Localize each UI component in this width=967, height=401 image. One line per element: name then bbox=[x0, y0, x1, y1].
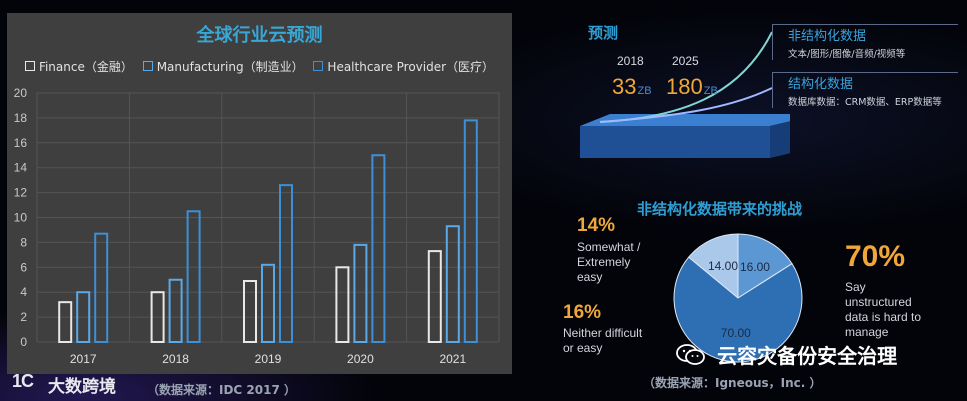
data-type-unstructured-desc: 文本/图形/图像/音频/视频等 bbox=[788, 49, 906, 60]
challenge-pie-chart: 14.00 16.00 70.00 bbox=[673, 233, 803, 363]
y-tick-label: 0 bbox=[20, 335, 27, 349]
stat-easy-line-3: easy bbox=[577, 270, 603, 284]
bar-2020-series-2 bbox=[371, 154, 386, 343]
chart-grid bbox=[36, 92, 500, 343]
legend-swatch-finance bbox=[24, 61, 35, 71]
bar-2019-series-1 bbox=[261, 263, 275, 343]
stat-neither-line-2: or easy bbox=[563, 341, 603, 355]
y-tick-label: 6 bbox=[20, 260, 27, 274]
pie-slice-1 bbox=[737, 233, 793, 299]
stat-easy-desc: Somewhat / Extremely easy bbox=[577, 240, 640, 285]
forecast-value-2025: 180ZB bbox=[666, 74, 718, 100]
source-note-igneous: （数据来源：Igneous，Inc. ） bbox=[643, 376, 822, 390]
legend-item-healthcare: Healthcare Provider（医疗） bbox=[313, 58, 494, 75]
forecast-year-2018: 2018 bbox=[617, 54, 644, 68]
stat-hard-line-2: unstructured bbox=[845, 295, 912, 309]
legend-swatch-manufacturing bbox=[142, 61, 153, 71]
pie-slice-0 bbox=[673, 256, 803, 363]
chart-labels: 0 2 4 6 8 10 12 14 16 18 20 2017 2018 2019 2020 2021 bbox=[14, 86, 467, 366]
data-type-unstructured-title: 非结构化数据 bbox=[788, 29, 867, 44]
pie-slice-2 bbox=[687, 233, 739, 300]
chart-title: 全球行业云预测 bbox=[196, 25, 323, 46]
pie-data-label: 16.00 bbox=[740, 260, 770, 274]
x-tick-label: 2020 bbox=[347, 352, 374, 366]
y-tick-label: 4 bbox=[20, 285, 27, 299]
forecast-value-2018-number: 33 bbox=[612, 74, 637, 99]
x-tick-label: 2021 bbox=[439, 352, 466, 366]
pie-data-label: 14.00 bbox=[708, 259, 738, 273]
bar-2019-series-0 bbox=[243, 279, 257, 343]
forecast-value-2025-unit: ZB bbox=[703, 85, 718, 97]
pie-data-label: 70.00 bbox=[721, 326, 751, 340]
bar-2018-series-0 bbox=[150, 291, 165, 344]
stat-hard-pct: 70% bbox=[845, 240, 906, 273]
bar-2017-series-2 bbox=[94, 232, 109, 343]
bar-2021-series-0 bbox=[427, 250, 442, 344]
platform-top bbox=[580, 114, 790, 126]
stat-neither-desc: Neither difficult or easy bbox=[563, 326, 642, 356]
data-type-unstructured: 非结构化数据 文本/图形/图像/音频/视频等 bbox=[772, 24, 958, 60]
data-type-structured-title: 结构化数据 bbox=[788, 77, 854, 92]
legend-item-manufacturing: Manufacturing（制造业） bbox=[142, 58, 304, 75]
structured-growth-curve bbox=[599, 87, 773, 123]
data-type-structured: 结构化数据 数据库数据：CRM数据、ERP数据等 bbox=[772, 72, 958, 108]
bar-2020-series-0 bbox=[335, 266, 350, 343]
stat-neither-pct: 16% bbox=[563, 302, 602, 323]
forecast-value-2025-number: 180 bbox=[666, 74, 703, 99]
bar-2021-series-1 bbox=[445, 225, 460, 343]
y-tick-label: 2 bbox=[20, 310, 27, 324]
bar-2017-series-1 bbox=[76, 291, 91, 344]
bar-2018-series-1 bbox=[168, 278, 183, 343]
chart-legend: Finance（金融） Manufacturing（制造业） Healthcar… bbox=[7, 58, 512, 75]
forecast-year-2025: 2025 bbox=[672, 54, 699, 68]
y-tick-label: 20 bbox=[14, 86, 28, 100]
bar-chart: 0 2 4 6 8 10 12 14 16 18 20 2017 2018 2019 2020 2021 bbox=[14, 86, 500, 366]
bar-2018-series-2 bbox=[186, 210, 201, 343]
x-tick-label: 2019 bbox=[255, 352, 282, 366]
logo-text: 大数跨境 bbox=[48, 377, 116, 397]
stat-hard-desc: Say unstructured data is hard to manage bbox=[845, 280, 955, 340]
x-tick-label: 2018 bbox=[162, 352, 189, 366]
y-tick-label: 10 bbox=[14, 211, 28, 225]
bar-chart-panel: 0 2 4 6 8 10 12 14 16 18 20 2017 2018 2019 2020 2021 全球… bbox=[7, 13, 512, 374]
forecast-value-2018: 33ZB bbox=[612, 74, 652, 100]
logo-mark: 1C bbox=[12, 371, 34, 391]
source-note-idc: （数据来源：IDC 2017 ） bbox=[147, 383, 296, 397]
data-type-structured-desc: 数据库数据：CRM数据、ERP数据等 bbox=[788, 97, 942, 108]
legend-label-finance: Finance（金融） bbox=[38, 60, 133, 74]
forecast-value-2018-unit: ZB bbox=[637, 85, 652, 97]
stat-hard-line-1: Say bbox=[845, 280, 866, 294]
stat-neither-line-1: Neither difficult bbox=[563, 326, 643, 340]
x-tick-label: 2017 bbox=[70, 352, 97, 366]
bar-2017-series-0 bbox=[58, 301, 73, 344]
stat-easy-line-2: Extremely bbox=[577, 255, 631, 269]
y-tick-label: 18 bbox=[14, 111, 28, 125]
y-tick-label: 16 bbox=[14, 136, 28, 150]
legend-label-manufacturing: Manufacturing（制造业） bbox=[156, 60, 304, 74]
platform-end bbox=[770, 121, 790, 158]
y-tick-label: 12 bbox=[14, 186, 28, 200]
bar-2019-series-2 bbox=[279, 184, 293, 343]
watermark-text: 云容灾备份安全治理 bbox=[717, 344, 898, 368]
platform-side bbox=[580, 126, 770, 158]
wechat-icon bbox=[676, 343, 705, 365]
y-tick-label: 14 bbox=[14, 161, 28, 175]
forecast-title: 预测 bbox=[588, 24, 619, 42]
legend-swatch-healthcare bbox=[313, 61, 324, 71]
stat-easy-line-1: Somewhat / bbox=[577, 240, 641, 254]
stat-hard-line-3: data is hard to bbox=[845, 310, 922, 324]
legend-label-healthcare: Healthcare Provider（医疗） bbox=[327, 60, 495, 74]
stat-easy-pct: 14% bbox=[577, 215, 616, 236]
chart-bars bbox=[58, 119, 478, 344]
bar-2020-series-1 bbox=[353, 243, 368, 343]
wechat-watermark: 云容灾备份安全治理 bbox=[676, 340, 897, 369]
legend-item-finance: Finance（金融） bbox=[24, 58, 133, 75]
bar-2021-series-2 bbox=[463, 119, 478, 343]
y-tick-label: 8 bbox=[20, 235, 27, 249]
forecast-illustration bbox=[580, 31, 790, 158]
stat-hard-line-4: manage bbox=[845, 325, 889, 339]
challenge-title: 非结构化数据带来的挑战 bbox=[637, 200, 803, 218]
